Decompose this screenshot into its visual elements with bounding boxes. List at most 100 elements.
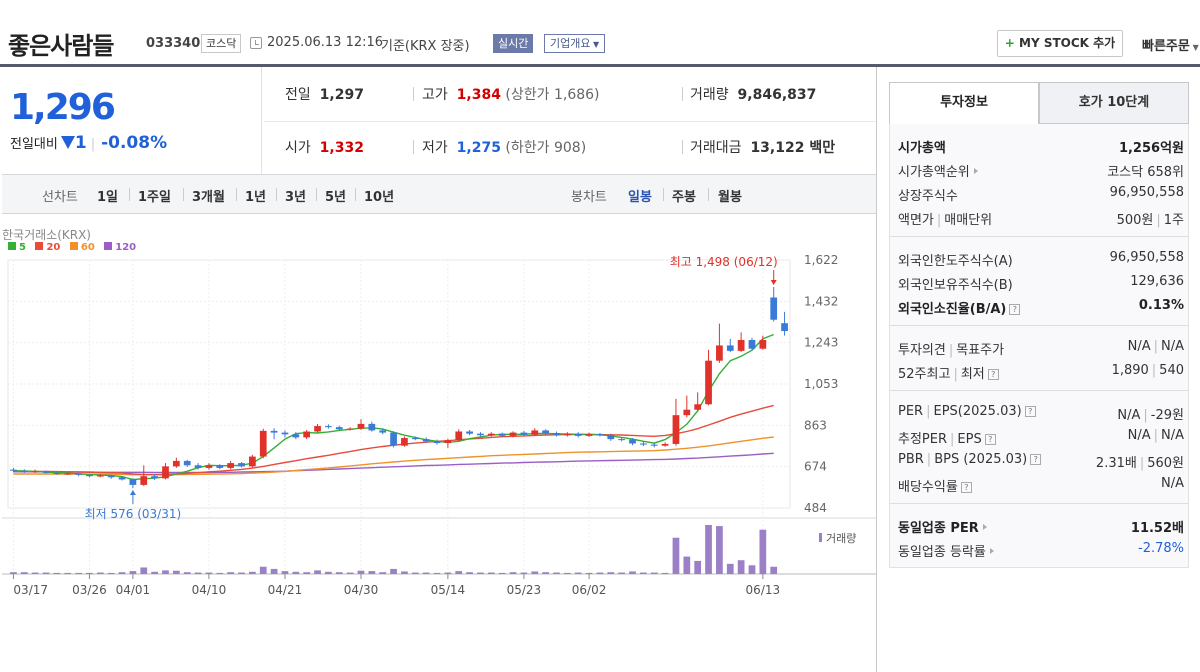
volume-bar <box>346 572 354 574</box>
info-key: 외국인한도주식수(A) <box>898 254 1013 269</box>
day-low: 저가 1,275 (하한가 908) <box>422 137 586 157</box>
candle-body <box>379 430 387 433</box>
candle-body <box>368 423 376 431</box>
divider: | <box>1139 456 1145 471</box>
volume-bar <box>368 571 376 574</box>
investment-info-panel: 투자정보 호가 10단계 시가총액 1,256억원 시가총액순위 코스닥 658위 … <box>876 67 1200 672</box>
info-value-text: 1주 <box>1163 213 1184 228</box>
candle-body <box>238 463 245 467</box>
candle-weekly[interactable]: 주봉 <box>672 190 696 205</box>
header-divider <box>0 64 1200 67</box>
candle-monthly[interactable]: 월봉 <box>718 190 742 205</box>
period-1w[interactable]: 1주일 <box>138 190 171 205</box>
period-5y[interactable]: 5년 <box>325 190 347 205</box>
candle-body <box>216 465 224 468</box>
legend-ma5: 5 <box>8 242 26 253</box>
x-tick-label: 04/30 <box>344 583 379 597</box>
volume-bar <box>238 572 245 574</box>
candle-body <box>53 472 61 475</box>
period-3m[interactable]: 3개월 <box>192 190 225 205</box>
invest-info-table: 시가총액 1,256억원 시가총액순위 코스닥 658위 상장주식수 96,950,5… <box>889 124 1189 568</box>
price-change: 전일대비 1 | -0.08% <box>10 133 167 153</box>
candle-body <box>748 339 756 349</box>
trade-value-amount: 13,122 백만 <box>750 140 836 156</box>
info-row: 상장주식수 96,950,558 <box>898 185 1184 205</box>
info-key-text: 매매단위 <box>944 213 993 228</box>
info-row[interactable]: 시가총액순위 코스닥 658위 <box>898 161 1184 181</box>
info-key: 시가총액순위 <box>898 161 978 180</box>
help-icon[interactable]: ? <box>984 434 996 445</box>
divider: | <box>936 213 942 228</box>
price-chart[interactable]: 1,622 1,432 1,243 1,053 863 674 484 03/17 03/26 0… <box>2 214 876 672</box>
add-mystock-button[interactable]: + MY STOCK 추가 <box>997 30 1123 57</box>
volume-bar <box>542 572 549 574</box>
info-row: 외국인보유주식수(B) 129,636 <box>898 274 1184 294</box>
candle-body <box>487 433 495 436</box>
period-3y[interactable]: 3년 <box>285 190 307 205</box>
market-badge: 코스닥 <box>201 34 242 53</box>
legend-swatch <box>8 242 16 250</box>
volume: 거래량 9,846,837 <box>690 84 816 104</box>
volume-bar <box>520 572 528 574</box>
volume-bar <box>227 572 235 574</box>
legend-ma120-label: 120 <box>115 242 137 253</box>
y-tick-label: 1,432 <box>804 294 838 308</box>
period-10y[interactable]: 10년 <box>364 190 395 205</box>
candle-body <box>781 323 788 332</box>
info-key-text: 동일업종 PER <box>898 521 979 536</box>
quick-order-label: 빠른주문 <box>1142 39 1190 54</box>
info-key-text: PER <box>898 404 924 419</box>
period-1y[interactable]: 1년 <box>245 190 267 205</box>
period-1d[interactable]: 1일 <box>97 190 119 205</box>
x-tick-label: 05/23 <box>507 583 542 597</box>
volume-bar <box>183 572 191 574</box>
volume-bar <box>31 572 39 574</box>
divider: | <box>926 404 931 419</box>
candle-body <box>477 433 484 436</box>
tab-invest-info[interactable]: 투자정보 <box>889 82 1039 124</box>
info-row[interactable]: 동일업종 PER 11.52배 <box>898 517 1184 537</box>
candle-body <box>466 431 473 434</box>
candle-body <box>759 339 767 349</box>
volume-bar <box>672 537 680 574</box>
volume-bar <box>618 572 626 574</box>
realtime-badge[interactable]: 실시간 <box>493 34 534 53</box>
x-tick-label: 06/02 <box>572 583 607 597</box>
help-icon[interactable]: ? <box>1024 406 1036 417</box>
volume-bar <box>20 572 28 574</box>
volume-bar <box>162 570 169 574</box>
help-icon[interactable]: ? <box>960 482 972 493</box>
info-key: 액면가 | 매매단위 <box>898 209 992 228</box>
candle-body <box>596 434 604 436</box>
chevron-down-icon: ▼ <box>1189 43 1199 52</box>
divider <box>663 188 664 201</box>
volume-legend-swatch <box>819 533 822 542</box>
x-tick-label: 03/26 <box>72 583 107 597</box>
info-row[interactable]: 동일업종 등락률 -2.78% <box>898 541 1184 561</box>
volume-bar <box>379 572 387 574</box>
prev-close: 전일 1,297 <box>285 84 364 104</box>
info-value-text: N/A <box>1127 428 1151 443</box>
candle-body <box>509 432 517 436</box>
chart-period-bar: 선차트 1일 1주일 3개월 1년 3년 5년 10년 봉차트 일봉 주봉 월봉 <box>2 174 876 214</box>
stock-header: 좋은사람들 033340 코스닥 2025.06.13 12:16 기준(KRX… <box>0 0 1200 64</box>
candle-body <box>194 465 202 468</box>
info-key-text: 동일업종 등락률 <box>898 545 986 560</box>
quick-order-dropdown[interactable]: 빠른주문 ▼ <box>1142 35 1199 54</box>
candle-body <box>737 339 745 351</box>
tab-order-book[interactable]: 호가 10단계 <box>1039 82 1189 124</box>
volume-bar <box>422 572 430 574</box>
help-icon[interactable]: ? <box>987 369 999 380</box>
candle-body <box>455 431 463 441</box>
help-icon[interactable]: ? <box>1030 454 1042 465</box>
candlestick-chart-svg[interactable]: 1,622 1,432 1,243 1,053 863 674 484 03/17 03/26 0… <box>2 214 876 672</box>
company-overview-dropdown[interactable]: 기업개요 ▼ <box>544 34 606 53</box>
help-icon[interactable]: ? <box>1009 304 1021 315</box>
info-value-text: 1,890 <box>1111 363 1149 378</box>
volume-bar <box>53 572 61 574</box>
quote-basis: 기준(KRX 장중) <box>381 39 470 54</box>
info-row: 액면가 | 매매단위 500원 | 1주 <box>898 209 1184 229</box>
volume-bar <box>216 572 224 574</box>
annotation-high: 최고 1,498 (06/12) <box>670 255 778 269</box>
candle-daily[interactable]: 일봉 <box>628 190 652 205</box>
